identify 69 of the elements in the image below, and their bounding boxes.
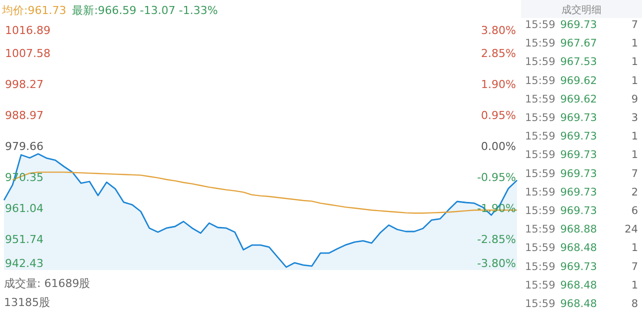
text: 成交明细: [562, 4, 602, 16]
text: 7: [631, 19, 638, 31]
text: 3: [631, 112, 638, 124]
text: 969.73: [560, 168, 597, 180]
y-tick-label: 979.66: [5, 140, 44, 153]
text: 967.67: [560, 38, 597, 50]
text: 969.73: [560, 19, 597, 31]
text: 13185股: [4, 296, 50, 309]
text: 1: [631, 38, 638, 50]
text: 成交量: 61689股: [4, 277, 90, 290]
text: 6: [631, 205, 638, 217]
text: 7: [631, 168, 638, 180]
y2-tick-label: -3.80%: [477, 257, 516, 270]
text: 15:59: [525, 205, 556, 217]
y-tick-label: 1016.89: [5, 24, 50, 37]
chart-subtitle: 最新:966.59 -13.07 -1.33%: [72, 4, 218, 17]
text: 15:59: [525, 74, 556, 87]
text: 1: [631, 242, 638, 254]
text: 15:59: [525, 260, 556, 273]
text: 15:59: [525, 112, 556, 124]
y2-tick-label: 2.85%: [481, 47, 516, 60]
y2-tick-label: -0.95%: [477, 171, 516, 184]
text: 967.53: [560, 56, 597, 68]
text: 15:59: [525, 130, 556, 143]
text: 15:59: [525, 38, 556, 50]
text: 1: [631, 130, 638, 143]
y2-tick-label: -2.85%: [477, 233, 516, 246]
text: 9: [631, 93, 638, 106]
text: 15:59: [525, 93, 556, 106]
y-tick-label: 1007.58: [5, 47, 50, 60]
text: 2: [631, 186, 638, 198]
text: 7: [631, 260, 638, 273]
y2-tick-label: 3.80%: [481, 24, 516, 37]
text: 1: [631, 56, 638, 68]
text: 968.48: [560, 242, 597, 254]
text: 15:59: [525, 149, 556, 162]
text: 15:59: [525, 242, 556, 254]
text: 968.88: [560, 224, 597, 236]
text: 1: [631, 149, 638, 162]
text: 969.73: [560, 186, 597, 198]
text: 969.73: [560, 260, 597, 273]
text: 969.73: [560, 112, 597, 124]
text: 8: [631, 298, 638, 310]
text: 968.48: [560, 298, 597, 310]
y-tick-label: 961.04: [5, 202, 44, 216]
y-tick-label: 951.74: [5, 232, 44, 246]
text: 15:59: [525, 168, 556, 180]
text: 15:59: [525, 224, 556, 236]
text: 969.73: [560, 149, 597, 162]
y2-tick-label: 1.90%: [481, 78, 516, 91]
text: 969.73: [560, 205, 597, 217]
text: 1: [631, 74, 638, 87]
text: 15:59: [525, 298, 556, 310]
text: 15:59: [525, 56, 556, 68]
chart-title: 均价:961.73: [1, 4, 66, 17]
y2-tick-label: 0.00%: [481, 140, 516, 153]
text: 968.48: [560, 279, 597, 292]
text: 24: [624, 224, 638, 236]
text: 969.62: [560, 74, 597, 87]
text: 1: [631, 279, 638, 292]
text: 969.62: [560, 93, 597, 106]
text: 15:59: [525, 186, 556, 198]
y-tick-label: 998.27: [5, 78, 44, 92]
text: 15:59: [525, 279, 556, 292]
y2-tick-label: 0.95%: [481, 109, 516, 122]
text: 15:59: [525, 19, 556, 31]
y-tick-label: 942.43: [5, 257, 44, 270]
y-tick-label: 988.97: [5, 108, 44, 122]
text: 969.73: [560, 130, 597, 143]
